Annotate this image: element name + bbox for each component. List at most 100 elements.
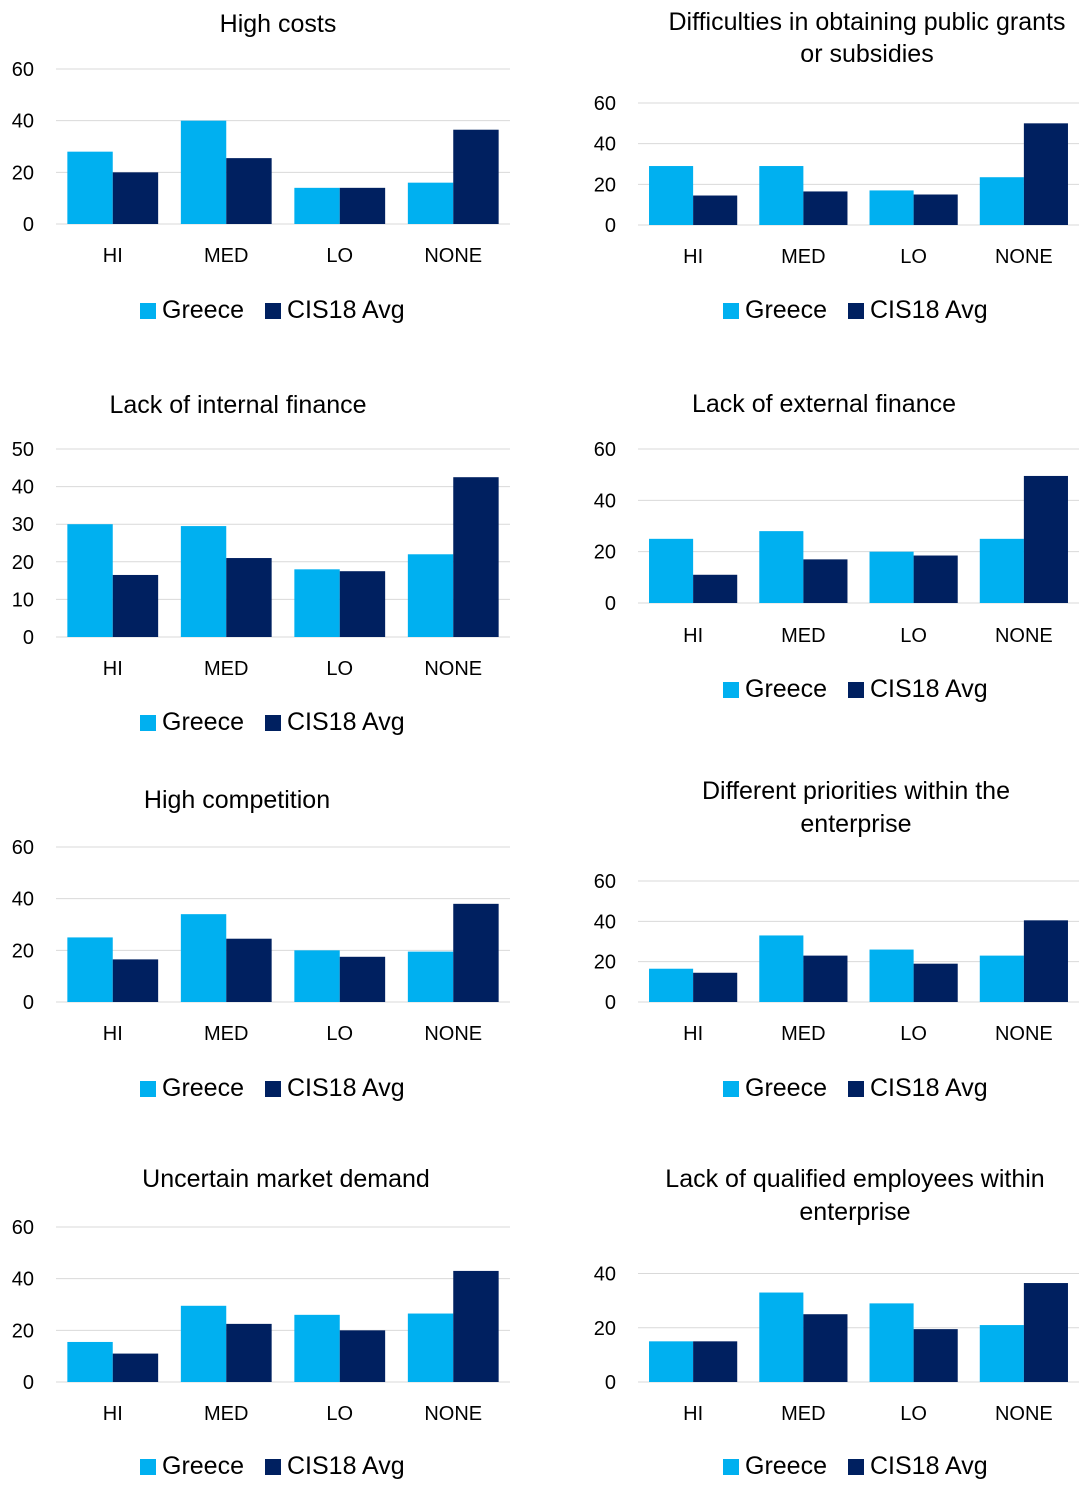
legend-label: CIS18 Avg xyxy=(870,1074,988,1102)
legend-label: CIS18 Avg xyxy=(287,708,405,736)
legend-label: Greece xyxy=(162,1074,244,1102)
legend-swatch-cis18-avg xyxy=(848,1459,864,1475)
legend-swatch-greece xyxy=(140,715,156,731)
bar-greece xyxy=(180,526,227,637)
y-tick-label: 60 xyxy=(12,1217,34,1239)
y-tick-label: 0 xyxy=(605,215,616,237)
legend-label: CIS18 Avg xyxy=(287,1074,405,1102)
bar-cis18-avg xyxy=(913,1329,958,1382)
bar-cis18-avg xyxy=(339,956,386,1002)
x-tick-label: MED xyxy=(781,1403,825,1425)
x-tick-label: MED xyxy=(781,1023,825,1045)
legend-label: Greece xyxy=(745,1452,827,1480)
y-tick-label: 30 xyxy=(12,514,34,536)
x-tick-label: NONE xyxy=(995,625,1053,647)
chart-panel: Different priorities within the enterpris… xyxy=(594,777,1079,1102)
bar-greece xyxy=(759,531,804,603)
bar-cis18-avg xyxy=(112,574,159,637)
y-tick-label: 50 xyxy=(12,439,34,461)
legend-label: Greece xyxy=(745,675,827,703)
chart-title: High costs xyxy=(220,10,337,38)
bar-cis18-avg xyxy=(339,187,386,224)
chart-title: Lack of qualified employees within xyxy=(665,1165,1044,1193)
chart-title: Difficulties in obtaining public grants xyxy=(669,8,1066,36)
bar-cis18-avg xyxy=(913,963,958,1002)
legend-swatch-cis18-avg xyxy=(848,682,864,698)
bar-greece xyxy=(869,551,914,603)
bar-greece xyxy=(180,1305,227,1382)
legend-label: Greece xyxy=(162,1452,244,1480)
bar-cis18-avg xyxy=(112,172,159,224)
legend-label: Greece xyxy=(745,1074,827,1102)
bar-cis18-avg xyxy=(1023,920,1068,1002)
bar-cis18-avg xyxy=(339,1330,386,1382)
y-tick-label: 20 xyxy=(594,952,616,974)
chart-title: Lack of external finance xyxy=(692,390,956,418)
bar-cis18-avg xyxy=(226,938,272,1002)
y-tick-label: 20 xyxy=(594,174,616,196)
x-tick-label: HI xyxy=(103,1023,123,1045)
bar-greece xyxy=(407,1313,454,1382)
bar-cis18-avg xyxy=(226,158,272,224)
x-tick-label: HI xyxy=(103,658,123,680)
legend-label: CIS18 Avg xyxy=(870,1452,988,1480)
chart-panel: Lack of internal finance 0 10 20 30 40 50 HI MED… xyxy=(12,391,510,736)
x-tick-label: NONE xyxy=(424,658,482,680)
bar-greece xyxy=(759,935,804,1002)
y-tick-label: 0 xyxy=(23,627,34,649)
y-tick-label: 40 xyxy=(12,889,34,911)
bar-greece xyxy=(869,1303,914,1382)
bar-greece xyxy=(979,177,1024,225)
y-tick-label: 20 xyxy=(12,940,34,962)
bar-greece xyxy=(407,951,454,1002)
bar-cis18-avg xyxy=(226,558,272,637)
y-tick-label: 60 xyxy=(594,871,616,893)
legend-swatch-cis18-avg xyxy=(265,1459,281,1475)
x-tick-label: HI xyxy=(683,625,703,647)
legend-swatch-greece xyxy=(723,1459,739,1475)
chart-panel: Difficulties in obtaining public grants o… xyxy=(594,8,1079,324)
bar-greece xyxy=(869,949,914,1002)
legend-swatch-cis18-avg xyxy=(265,303,281,319)
bar-greece xyxy=(407,554,454,637)
legend-swatch-cis18-avg xyxy=(848,1081,864,1097)
y-tick-label: 40 xyxy=(594,134,616,156)
legend-label: CIS18 Avg xyxy=(870,296,988,324)
bar-greece xyxy=(979,955,1024,1002)
bar-cis18-avg xyxy=(803,559,848,603)
chart-panel: Lack of qualified employees within enterp… xyxy=(594,1165,1079,1480)
legend-swatch-greece xyxy=(140,1459,156,1475)
y-tick-label: 40 xyxy=(594,1264,616,1286)
bar-cis18-avg xyxy=(1023,123,1068,225)
legend-swatch-greece xyxy=(140,1081,156,1097)
bar-greece xyxy=(979,538,1024,603)
x-tick-label: LO xyxy=(900,1023,927,1045)
bar-cis18-avg xyxy=(803,1314,848,1382)
bar-cis18-avg xyxy=(693,574,738,603)
x-tick-label: LO xyxy=(900,246,927,268)
bar-cis18-avg xyxy=(693,1341,738,1382)
bar-greece xyxy=(180,914,227,1002)
bar-greece xyxy=(759,166,804,225)
bar-cis18-avg xyxy=(803,955,848,1002)
legend-swatch-cis18-avg xyxy=(265,715,281,731)
y-tick-label: 10 xyxy=(12,589,34,611)
bar-greece xyxy=(649,166,694,225)
bar-greece xyxy=(649,968,694,1002)
x-tick-label: MED xyxy=(204,245,248,267)
bar-cis18-avg xyxy=(453,1270,499,1382)
x-tick-label: MED xyxy=(204,658,248,680)
bar-greece xyxy=(294,950,340,1002)
legend-swatch-greece xyxy=(723,1081,739,1097)
y-tick-label: 0 xyxy=(605,992,616,1014)
y-tick-label: 20 xyxy=(12,162,34,184)
bar-cis18-avg xyxy=(453,129,499,224)
x-tick-label: NONE xyxy=(424,245,482,267)
y-tick-label: 40 xyxy=(12,1269,34,1291)
bar-cis18-avg xyxy=(1023,1283,1068,1382)
y-tick-label: 40 xyxy=(594,490,616,512)
chart-title: enterprise xyxy=(800,810,911,838)
chart-title: Uncertain market demand xyxy=(142,1165,430,1193)
